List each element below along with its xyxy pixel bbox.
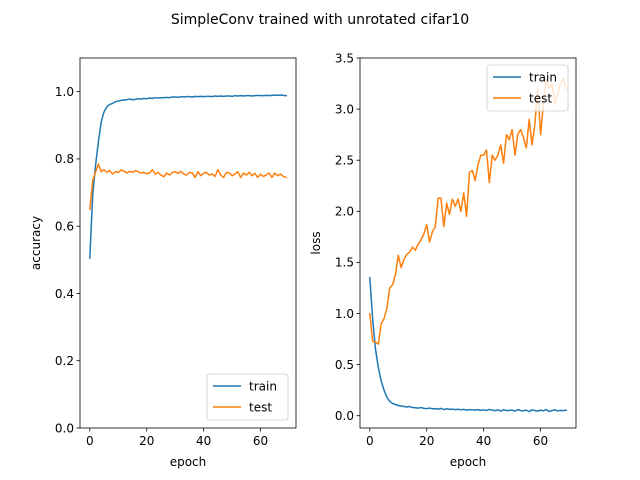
loss-y-tick-label: 3.0 <box>335 102 354 116</box>
accuracy-chart: 0 20 40 60 0.0 0.2 0.4 0.6 0.8 1.0 epoch accuracy tr… <box>29 57 297 469</box>
accuracy-y-tick-label: 0.4 <box>55 287 74 301</box>
loss-x-tick-label: 0 <box>366 434 374 448</box>
accuracy-legend-label-train: train <box>249 379 277 393</box>
accuracy-x-tick-label: 20 <box>139 434 154 448</box>
loss-train-line <box>369 276 568 413</box>
figure-title: SimpleConv trained with unrotated cifar1… <box>171 12 469 28</box>
loss-x-tick-label: 20 <box>419 434 434 448</box>
loss-x-tick-label: 60 <box>533 434 548 448</box>
loss-legend: train test <box>486 64 569 112</box>
loss-legend-label-train: train <box>529 70 557 84</box>
accuracy-y-axis-label: accuracy <box>29 216 43 270</box>
accuracy-x-axis-label: epoch <box>170 455 207 469</box>
accuracy-legend: train test <box>206 373 289 421</box>
accuracy-legend-label-test: test <box>249 400 272 414</box>
accuracy-axes-frame <box>79 57 297 429</box>
loss-y-tick-label: 2.0 <box>335 205 354 219</box>
accuracy-y-tick-label: 1.0 <box>55 85 74 99</box>
loss-y-tick-label: 3.5 <box>335 51 354 65</box>
loss-chart: 0 20 40 60 0.0 0.5 1.0 1.5 2.0 2.5 3.0 3.5 epoch loss… <box>309 51 577 469</box>
loss-y-tick-label: 1.0 <box>335 307 354 321</box>
accuracy-y-tick-label: 0.6 <box>55 219 74 233</box>
accuracy-y-tick-label: 0.8 <box>55 152 74 166</box>
accuracy-y-tick-label: 0.0 <box>55 421 74 435</box>
loss-y-tick-label: 1.5 <box>335 256 354 270</box>
accuracy-test-line <box>88 163 288 211</box>
loss-legend-label-test: test <box>529 91 552 105</box>
accuracy-x-tick-label: 0 <box>86 434 94 448</box>
accuracy-x-tick-label: 60 <box>253 434 268 448</box>
loss-y-tick-label: 0.0 <box>335 409 354 423</box>
accuracy-y-tick-label: 0.2 <box>55 354 74 368</box>
loss-y-axis-label: loss <box>309 231 323 254</box>
loss-axes-frame <box>359 57 577 429</box>
loss-y-tick-label: 0.5 <box>335 358 354 372</box>
loss-y-tick-label: 2.5 <box>335 154 354 168</box>
loss-test-line <box>368 77 568 345</box>
loss-x-tick-label: 40 <box>476 434 491 448</box>
accuracy-train-line <box>89 94 288 259</box>
loss-x-axis-label: epoch <box>450 455 487 469</box>
accuracy-x-tick-label: 40 <box>196 434 211 448</box>
